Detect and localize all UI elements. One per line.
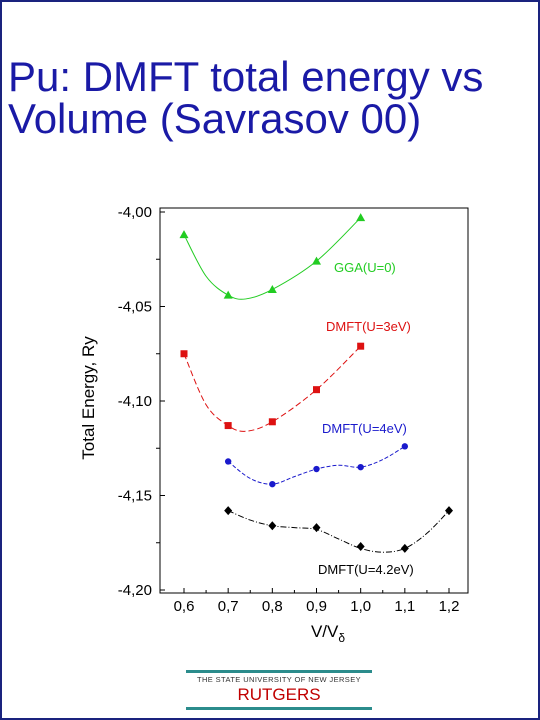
y-tick-label: -4,10	[118, 393, 152, 410]
university-name: RUTGERS	[237, 685, 321, 704]
data-point	[400, 543, 409, 553]
x-axis-ticks: 0,6 0,7 0,8 0,9 1,0 1,1 1,2	[174, 588, 460, 615]
data-point	[224, 422, 232, 430]
x-tick-label: 1,2	[439, 598, 460, 615]
series-fit-line	[227, 510, 450, 553]
series-fit-line	[227, 445, 406, 485]
data-point	[356, 542, 365, 552]
data-point	[357, 463, 364, 471]
data-point	[401, 443, 409, 450]
data-point	[312, 256, 321, 265]
slide-title: Pu: DMFT total energy vs Volume (Savraso…	[8, 53, 484, 142]
logo-top-rule	[186, 670, 372, 673]
logo-bottom-rule	[186, 707, 372, 710]
series-label: DMFT(U=4.2eV)	[318, 562, 414, 577]
y-tick-label: -4,05	[118, 299, 152, 316]
x-tick-label: 0,8	[262, 598, 283, 615]
data-point	[313, 465, 320, 473]
data-point	[180, 350, 188, 358]
data-point	[223, 290, 233, 299]
series-group	[179, 213, 453, 553]
data-point	[224, 506, 233, 516]
y-tick-label: -4,00	[118, 204, 152, 221]
data-point	[268, 521, 277, 531]
data-point	[269, 480, 276, 488]
x-tick-label: 0,6	[174, 598, 195, 615]
series-3	[224, 506, 453, 553]
data-point	[179, 230, 189, 239]
data-point	[445, 506, 453, 516]
y-tick-label: -4,20	[118, 582, 152, 599]
rutgers-logo: THE STATE UNIVERSITY OF NEW JERSEY RUTGE…	[186, 670, 372, 710]
series-0	[179, 213, 366, 300]
data-point	[357, 342, 365, 350]
data-point	[356, 213, 366, 222]
data-point	[224, 458, 232, 465]
series-label: GGA(U=0)	[334, 260, 396, 275]
series-1	[180, 342, 365, 432]
y-axis-ticks: -4,00 -4,05 -4,10 -4,15 -4,20	[118, 204, 165, 599]
university-text: THE STATE UNIVERSITY OF NEW JERSEY	[196, 675, 362, 684]
y-axis-label: Total Energy, Ry	[79, 336, 98, 460]
x-tick-label: 1,1	[394, 598, 415, 615]
x-tick-label: 1,0	[350, 598, 371, 615]
x-axis-label: V/Vδ	[311, 622, 345, 645]
series-label: DMFT(U=4eV)	[322, 421, 407, 436]
series-label: DMFT(U=3eV)	[326, 319, 411, 334]
data-point	[268, 418, 276, 426]
y-tick-label: -4,15	[118, 488, 152, 505]
x-tick-label: 0,9	[306, 598, 327, 615]
data-point	[312, 523, 321, 533]
data-point	[313, 386, 320, 394]
series-fit-line	[183, 345, 362, 432]
plot-frame	[159, 207, 469, 594]
series-2	[224, 443, 409, 488]
series-labels: GGA(U=0) DMFT(U=3eV) DMFT(U=4eV) DMFT(U=4.2…	[318, 260, 414, 577]
data-point	[267, 284, 277, 293]
x-tick-label: 0,7	[218, 598, 239, 615]
